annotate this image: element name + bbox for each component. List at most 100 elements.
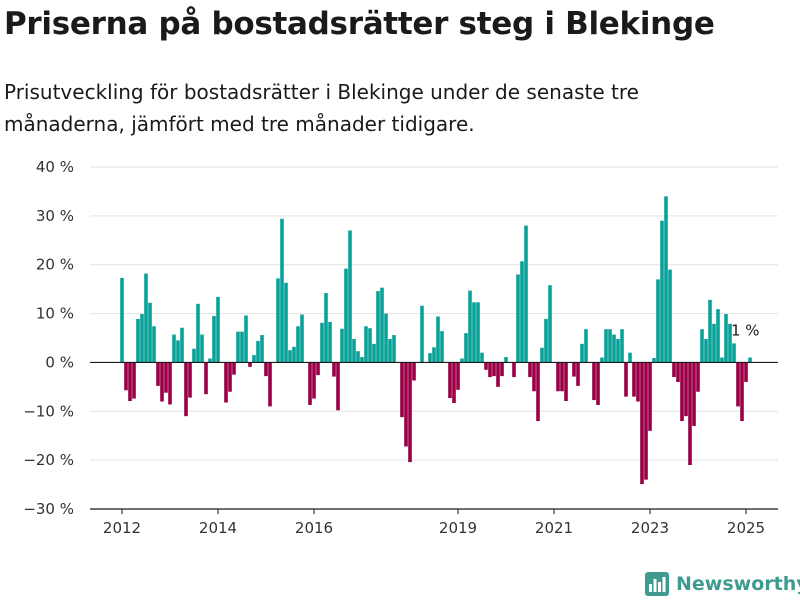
y-tick-label: −10 %: [23, 402, 74, 420]
y-tick-label: 0 %: [45, 353, 74, 371]
bar: [212, 316, 216, 363]
bar: [432, 347, 436, 363]
bar: [256, 340, 260, 363]
bar: [632, 362, 636, 397]
bar: [292, 346, 296, 363]
bar: [320, 322, 324, 363]
y-tick-label: 30 %: [36, 207, 74, 225]
y-tick-label: 40 %: [36, 158, 74, 176]
bar: [604, 329, 608, 363]
annotation: 1 %: [731, 322, 760, 340]
bar: [152, 326, 156, 363]
bar: [300, 314, 304, 363]
bar: [128, 362, 132, 402]
bar: [192, 348, 196, 363]
bar: [560, 362, 564, 392]
bar: [332, 362, 336, 377]
bar: [640, 362, 644, 485]
bar: [644, 362, 648, 480]
bar: [724, 314, 728, 363]
bar: [728, 323, 732, 363]
bar: [628, 352, 632, 363]
bar: [520, 261, 524, 363]
bar: [448, 362, 452, 399]
bar: [180, 327, 184, 363]
bar: [288, 350, 292, 363]
bar: [492, 362, 496, 377]
bar: [380, 287, 384, 363]
bar: [740, 362, 744, 422]
bar: [600, 357, 604, 363]
bar: [680, 362, 684, 422]
bar: [620, 329, 624, 363]
bar: [548, 285, 552, 363]
bar: [156, 362, 160, 386]
bar: [296, 326, 300, 363]
bar: [648, 362, 652, 431]
bar: [336, 362, 340, 411]
bar: [124, 362, 128, 391]
bar: [496, 362, 500, 387]
bar: [452, 362, 456, 403]
bar: [716, 309, 720, 363]
bar: [656, 279, 660, 363]
bar: [684, 362, 688, 417]
bar: [476, 302, 480, 363]
bar: [384, 313, 388, 363]
bar: [388, 338, 392, 363]
bar: [344, 268, 348, 363]
bar: [228, 362, 232, 392]
x-tick-label: 2014: [199, 519, 237, 537]
bar: [572, 362, 576, 377]
bar: [160, 362, 164, 402]
bar: [512, 362, 516, 378]
x-tick-label: 2025: [727, 519, 765, 537]
bar: [544, 318, 548, 363]
bar: [260, 335, 264, 363]
bar: [516, 274, 520, 363]
bar: [696, 362, 700, 392]
bar: [456, 362, 460, 390]
bar: [464, 333, 468, 363]
bar: [176, 340, 180, 363]
bar: [540, 347, 544, 363]
bar: [480, 352, 484, 363]
bar: [436, 316, 440, 363]
bar: [692, 362, 696, 426]
bar: [720, 357, 724, 363]
y-tick-label: −30 %: [23, 500, 74, 518]
bar: [244, 315, 248, 363]
bar: [440, 331, 444, 363]
bar: [204, 362, 208, 395]
bar: [688, 362, 692, 466]
bar: [172, 334, 176, 363]
bar: [276, 278, 280, 363]
bar: [196, 303, 200, 363]
bar-chart-icon: [645, 572, 669, 596]
bar: [528, 362, 532, 378]
x-tick-label: 2021: [535, 519, 573, 537]
bar: [736, 362, 740, 407]
bar: [264, 362, 268, 377]
bar: [136, 318, 140, 363]
bar: [252, 355, 256, 363]
bar: [372, 343, 376, 363]
page-title: Priserna på bostadsrätter steg i Bleking…: [4, 6, 715, 42]
bar: [248, 362, 252, 367]
bar: [584, 329, 588, 363]
bar: [208, 358, 212, 363]
bar: [148, 302, 152, 363]
grid-lines: [90, 166, 778, 510]
price-change-chart: 40 %30 %20 %10 %0 %−10 %−20 %−30 % 2012 2…: [23, 158, 778, 537]
bar: [576, 362, 580, 386]
bar: [556, 362, 560, 392]
bar: [472, 302, 476, 363]
bar: [404, 362, 408, 447]
bar: [340, 328, 344, 363]
bar: [268, 362, 272, 407]
x-tick-label: 2023: [631, 519, 669, 537]
bar: [732, 343, 736, 363]
bar: [224, 362, 228, 403]
y-axis: 40 % 30 % 20 % 10 % 0 % −10 % −20 % −30 %: [23, 158, 74, 518]
bar: [420, 305, 424, 363]
